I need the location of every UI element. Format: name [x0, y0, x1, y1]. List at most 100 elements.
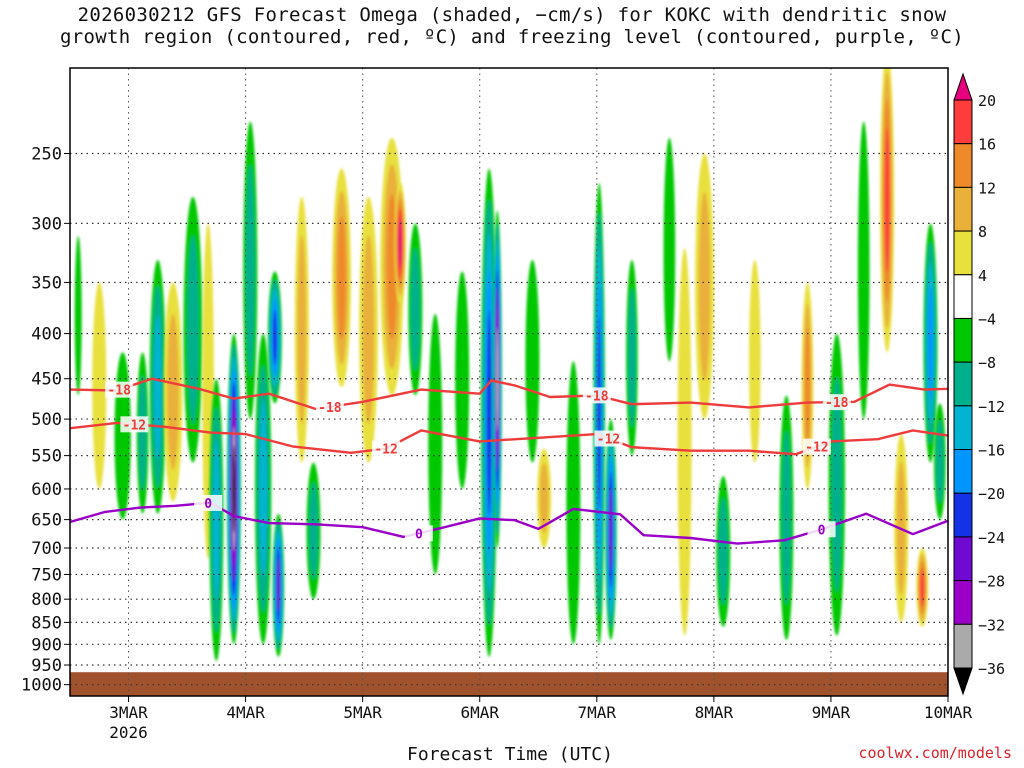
credit-text: coolwx.com/models	[858, 744, 1012, 762]
omega-band	[398, 218, 402, 269]
colorbar-swatch	[953, 317, 973, 363]
omega-band	[245, 164, 255, 377]
colorbar-label: −24	[978, 529, 1005, 547]
temperature-contours: -18 -18 -18 -18 -12 -12 -12 -12 0 0 0	[70, 377, 948, 545]
omega-feature-28	[593, 182, 605, 645]
omega-feature-30	[626, 259, 638, 456]
omega-band	[628, 288, 636, 428]
contour-label-bg	[315, 398, 344, 415]
contour-label-0: 0	[204, 497, 212, 512]
x-axis-title: Forecast Time (UTC)	[407, 744, 613, 765]
contour-label-bg	[582, 387, 611, 404]
colorbar-swatch	[953, 143, 973, 188]
x-tick-label-9MAR: 9MAR	[812, 703, 851, 722]
x-tick-label-10MAR: 10MAR	[924, 703, 973, 722]
colorbar-swatch	[953, 492, 973, 538]
omega-feature-13	[272, 513, 285, 657]
omega-feature-43	[923, 223, 938, 463]
contour-label-bg	[802, 438, 831, 455]
contour-label-0: 0	[818, 523, 826, 538]
x-tick-label-7MAR: 7MAR	[578, 703, 617, 722]
omega-band	[718, 497, 728, 606]
omega-feature-14	[294, 196, 309, 463]
omega-feature-19	[394, 182, 406, 304]
colorbar-label: 4	[978, 267, 987, 285]
y-tick-label-450: 450	[31, 370, 62, 390]
contour-label--12: -12	[374, 443, 397, 458]
omega-band	[337, 215, 346, 340]
grid-lines	[70, 68, 949, 696]
omega-feature-26	[537, 448, 552, 549]
omega-feature-40	[880, 68, 895, 353]
colorbar-swatch	[953, 405, 973, 451]
omega-feature-15	[306, 462, 321, 600]
omega-band	[92, 282, 107, 489]
colorbar-swatch	[953, 361, 973, 407]
omega-feature-44	[933, 403, 946, 520]
x-tick-label-5MAR: 5MAR	[343, 703, 382, 722]
contour-label--18: -18	[318, 401, 342, 416]
colorbar-cap-top	[953, 72, 973, 101]
y-tick-label-850: 850	[31, 613, 62, 633]
omega-feature-36	[779, 395, 794, 641]
omega-feature-9	[226, 333, 241, 645]
contour-label-bg	[404, 525, 433, 542]
omega-feature-5	[163, 282, 183, 502]
y-tick-label-700: 700	[31, 539, 62, 559]
colorbar-swatch	[953, 230, 973, 276]
omega-band	[187, 235, 199, 425]
contour-label--12: -12	[597, 433, 620, 448]
omega-band	[857, 121, 870, 420]
omega-feature-35	[748, 259, 761, 463]
omega-feature-12	[267, 271, 282, 404]
colorbar-label: −36	[978, 660, 1005, 678]
contour-label--18: -18	[585, 389, 609, 404]
omega-band	[411, 248, 420, 371]
omega-band	[566, 361, 581, 645]
chart-title-line2: growth region (contoured, red, ºC) and f…	[60, 26, 964, 48]
omega-feature-0	[74, 235, 82, 396]
omega-band	[663, 137, 676, 362]
contour-label-bg	[807, 521, 836, 538]
omega-band	[609, 488, 613, 571]
omega-band	[884, 127, 890, 273]
colorbar-swatch	[953, 449, 973, 494]
omega-feature-1	[92, 282, 107, 489]
omega-band	[525, 259, 540, 463]
omega-feature-33	[695, 153, 714, 420]
omega-band	[486, 311, 492, 515]
colorbar-swatch	[953, 623, 973, 669]
ground-fill	[70, 672, 948, 696]
colorbar-swatch	[953, 536, 973, 582]
colorbar-label: −28	[978, 573, 1005, 591]
omega-feature-22	[455, 271, 470, 489]
contour-label-bg	[194, 494, 223, 511]
contour-label-bg	[594, 430, 623, 447]
colorbar-label: −4	[978, 310, 996, 328]
omega-band	[804, 327, 811, 445]
colorbar-label: 20	[978, 92, 996, 110]
colorbar-swatch	[953, 186, 973, 232]
colorbar-label: 8	[978, 223, 987, 241]
contour-label--12: -12	[805, 441, 828, 456]
omega-feature-27	[566, 361, 581, 645]
omega-feature-32	[677, 248, 692, 636]
colorbar-label: −20	[978, 485, 1005, 503]
x-tick-sublabel-year: 2026	[109, 723, 148, 742]
omega-feature-3	[136, 352, 149, 514]
omega-feature-8	[209, 378, 224, 661]
colorbar-cap-bottom	[953, 667, 973, 696]
colorbar-label: −8	[978, 354, 996, 372]
colorbar-label: −16	[978, 442, 1005, 460]
x-tick-label-6MAR: 6MAR	[460, 703, 499, 722]
omega-band	[920, 568, 925, 607]
omega-band	[154, 314, 162, 459]
omega-feature-29	[604, 419, 617, 641]
omega-feature-17	[359, 196, 378, 463]
x-tick-label-4MAR: 4MAR	[226, 703, 265, 722]
contour-label--18: -18	[825, 396, 849, 411]
omega-feature-24	[492, 210, 502, 549]
y-tick-label-250: 250	[31, 144, 62, 164]
omega-feature-4	[149, 259, 166, 514]
